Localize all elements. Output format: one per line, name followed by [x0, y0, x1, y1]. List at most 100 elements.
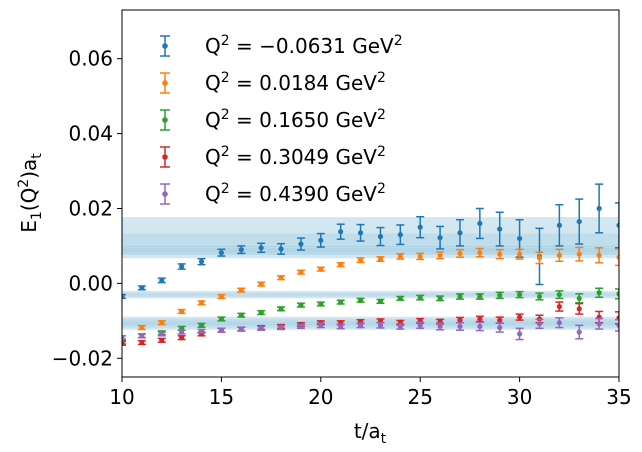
data-marker [576, 295, 582, 301]
data-marker [437, 235, 443, 241]
data-marker [576, 306, 582, 312]
data-marker [179, 335, 185, 341]
x-tick-label: 10 [109, 385, 134, 409]
y-tick-label: 0.02 [68, 196, 113, 220]
data-marker [497, 292, 503, 298]
data-marker [278, 324, 284, 331]
series-3-point-3 [177, 335, 186, 341]
legend-label-sup2: 2 [377, 181, 386, 197]
legend-label-sup: 2 [221, 144, 230, 160]
series-0-point-7 [257, 242, 266, 254]
data-marker [556, 320, 562, 326]
data-marker [517, 235, 523, 242]
series-4-point-23 [575, 324, 584, 340]
series-1-point-20 [515, 248, 524, 260]
data-marker [417, 253, 423, 260]
series-0-point-9 [296, 237, 305, 251]
series-2-point-17 [455, 293, 464, 300]
data-marker [218, 250, 224, 256]
series-2-point-12 [356, 297, 365, 303]
data-marker [198, 328, 205, 334]
legend-label-sup2: 2 [377, 107, 386, 123]
series-4-point-5 [217, 327, 226, 333]
data-marker [159, 337, 165, 343]
series-2-point-24 [595, 287, 604, 298]
series-1-point-19 [495, 248, 504, 260]
y-axis-label: E1(Q2)at [16, 153, 45, 233]
fit-band-inner-1 [122, 248, 619, 253]
fit-band-4 [122, 321, 619, 330]
fit-band-inner-0 [122, 233, 619, 248]
data-marker [139, 333, 145, 339]
data-marker [556, 303, 562, 310]
x-tick-label: 15 [209, 385, 234, 409]
legend-marker [162, 80, 168, 86]
data-marker [477, 220, 483, 227]
legend-label-base: Q [205, 108, 221, 132]
series-1-point-9 [296, 269, 305, 275]
data-marker [278, 275, 284, 281]
series-2-point-5 [217, 316, 226, 322]
series-0-point-5 [217, 248, 226, 257]
data-marker [338, 323, 344, 330]
series-4-point-11 [336, 323, 345, 330]
data-marker [457, 230, 463, 236]
series-0-point-23 [575, 198, 584, 245]
data-marker [517, 292, 523, 298]
series-1-point-7 [257, 281, 266, 287]
series-0-point-11 [336, 223, 345, 240]
series-4-point-8 [277, 324, 286, 331]
data-marker [397, 253, 403, 260]
data-marker [258, 325, 264, 331]
series-2-point-4 [197, 322, 206, 328]
series-1-point-12 [356, 257, 365, 264]
y-tick-label: 0.00 [68, 271, 113, 295]
data-marker [318, 301, 324, 307]
data-marker [159, 320, 165, 326]
series-0-point-2 [157, 277, 166, 284]
series-4-point-15 [416, 321, 425, 330]
series-1-point-10 [316, 266, 325, 272]
series-4-point-24 [595, 317, 604, 330]
series-4-point-0 [122, 335, 126, 341]
series-2-point-8 [277, 306, 286, 312]
data-marker [298, 302, 304, 308]
series-1-point-4 [197, 300, 206, 306]
plot-frame [121, 9, 620, 378]
legend: Q2 = −0.0631 GeV2 Q2 = 0.0184 GeV2 Q2 = 0.… [160, 33, 403, 206]
data-marker [179, 263, 185, 270]
series-0-point-0 [122, 293, 126, 300]
fit-bands [122, 217, 619, 330]
legend-label: Q2 = 0.0184 GeV2 [205, 70, 386, 95]
series-0-point-18 [475, 207, 484, 240]
legend-label: Q2 = 0.4390 GeV2 [205, 181, 386, 206]
series-0-point-8 [277, 242, 286, 255]
legend-label: Q2 = −0.0631 GeV2 [205, 33, 403, 58]
data-marker [338, 262, 344, 268]
x-axis: 10 15 20 25 30 35 [109, 377, 632, 409]
series-0-point-1 [137, 285, 146, 291]
series-4-point-12 [356, 322, 365, 329]
series-1-point-23 [575, 246, 584, 262]
data-marker [377, 322, 384, 328]
data-marker [318, 237, 324, 243]
series-0-point-4 [197, 257, 206, 266]
data-marker [278, 306, 284, 312]
legend-marker [162, 191, 168, 197]
fit-band-1 [122, 245, 619, 255]
series-0-point-13 [376, 226, 385, 247]
series-0-point-3 [177, 263, 186, 270]
series-0-point-10 [316, 232, 325, 248]
series-0-point-17 [455, 218, 464, 247]
series-4-point-21 [535, 318, 544, 330]
x-tick-label: 30 [507, 385, 532, 409]
series-1-point-21 [535, 251, 544, 265]
legend-label-base: Q [205, 71, 221, 95]
series-1-point-2 [157, 320, 166, 326]
series-1-point-18 [475, 247, 484, 258]
series-0-point-14 [396, 224, 405, 246]
y-tick-label: −0.02 [52, 346, 113, 370]
series-1-point-6 [237, 287, 246, 293]
data-marker [357, 297, 364, 303]
series-0-point-16 [436, 225, 445, 250]
